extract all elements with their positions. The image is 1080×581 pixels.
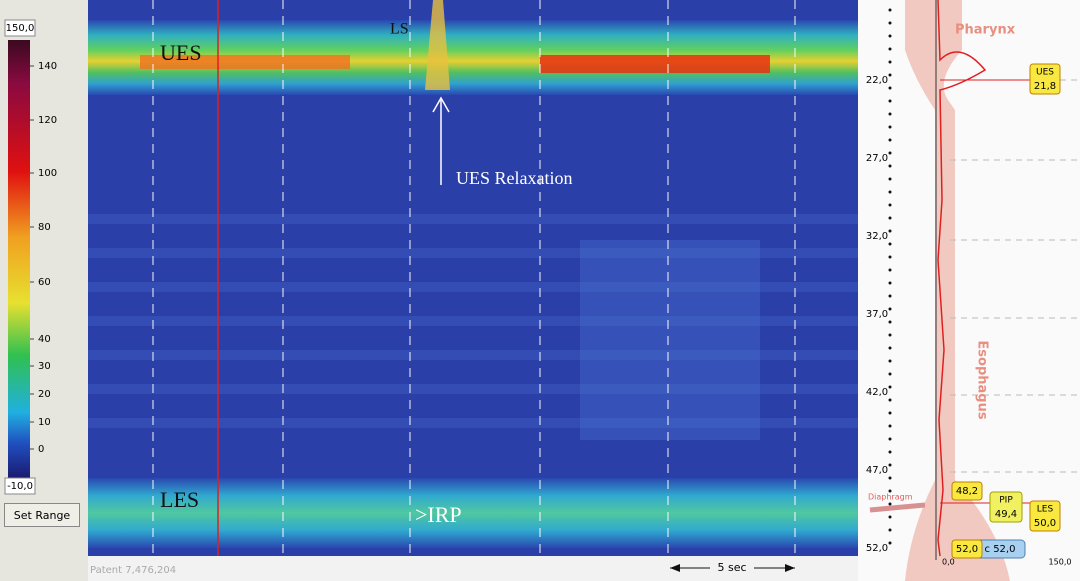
sensor-dot: [889, 217, 892, 220]
marker-name: UES: [1036, 68, 1054, 78]
sensor-dot: [889, 256, 892, 259]
sensor-dot: [889, 178, 892, 181]
x-axis-label: 0,0: [942, 558, 955, 567]
sensor-dot: [889, 464, 892, 467]
sensor-dot: [889, 373, 892, 376]
sensor-dot: [889, 334, 892, 337]
marker-value: 50,0: [1034, 518, 1056, 529]
scale-tick-label: 0: [38, 444, 44, 455]
sensor-dot: [889, 165, 892, 168]
sensor-dot: [889, 438, 892, 441]
sensor-dot: [889, 152, 892, 155]
depth-label: 47,0: [866, 465, 888, 476]
sensor-dot: [889, 22, 892, 25]
scale-tick-label: 140: [38, 61, 57, 72]
sensor-dot: [889, 100, 892, 103]
region-label: Pharynx: [955, 23, 1016, 38]
scale-max: 150,0: [6, 23, 35, 34]
sensor-dot: [889, 269, 892, 272]
scale-tick-label: 10: [38, 417, 51, 428]
sensor-dot: [889, 295, 892, 298]
sensor-dot: [889, 360, 892, 363]
scale-tick-label: 30: [38, 361, 51, 372]
sensor-dot: [889, 503, 892, 506]
sensor-dot: [889, 204, 892, 207]
marker-value: 52,0: [956, 544, 978, 555]
sensor-dot: [889, 425, 892, 428]
annotation: LES: [160, 487, 199, 512]
sensor-dot: [889, 347, 892, 350]
sensor-dot: [889, 74, 892, 77]
sensor-dot: [889, 451, 892, 454]
footer: Patent 7,476,204: [90, 565, 176, 576]
scale-tick-label: 100: [38, 168, 57, 179]
annotation: UES Relaxation: [456, 168, 572, 188]
x-axis-label: 150,0: [1049, 558, 1072, 567]
depth-label: 27,0: [866, 153, 888, 164]
sensor-dot: [889, 386, 892, 389]
sensor-dot: [889, 321, 892, 324]
sensor-dot: [889, 126, 892, 129]
depth-label: 52,0: [866, 543, 888, 554]
region-label: Diaphragm: [868, 493, 913, 502]
ues-peak: [540, 55, 770, 73]
scale-tick-label: 20: [38, 389, 51, 400]
region-label: Esophagus: [975, 340, 990, 419]
marker-value: 49,4: [995, 509, 1017, 520]
sensor-dot: [889, 542, 892, 545]
marker-name: PIP: [999, 496, 1013, 506]
heatmap-patch: [580, 240, 760, 440]
sensor-dot: [889, 87, 892, 90]
scale-tick-label: 120: [38, 115, 57, 126]
set-range-button[interactable]: Set Range: [4, 503, 80, 527]
display: 150,0 -10,0 UES LS UES Relaxation LES >I…: [0, 0, 1080, 581]
annotation: LS: [390, 21, 409, 38]
sensor-dot: [889, 35, 892, 38]
marker-name: LES: [1037, 505, 1054, 515]
sensor-dot: [889, 282, 892, 285]
sensor-dot: [889, 191, 892, 194]
color-bar: [8, 40, 30, 478]
marker-value: c 52,0: [985, 544, 1016, 555]
depth-label: 22,0: [866, 75, 888, 86]
depth-label: 32,0: [866, 231, 888, 242]
annotation: >IRP: [415, 502, 462, 527]
sensor-dot: [889, 477, 892, 480]
scale-tick-label: 60: [38, 277, 51, 288]
sensor-dot: [889, 113, 892, 116]
scale-tick-label: 40: [38, 334, 51, 345]
scale-min: -10,0: [7, 481, 33, 492]
sensor-dot: [889, 308, 892, 311]
sensor-dot: [889, 399, 892, 402]
scale-tick-label: 80: [38, 222, 51, 233]
depth-label: 37,0: [866, 309, 888, 320]
marker-value: 48,2: [956, 486, 978, 497]
sensor-dot: [889, 516, 892, 519]
sensor-dot: [889, 48, 892, 51]
sensor-dot: [889, 9, 892, 12]
scale-bar-label: 5 sec: [717, 561, 746, 574]
sensor-dot: [889, 412, 892, 415]
screen: 150,0 -10,0 UES LS UES Relaxation LES >I…: [0, 0, 1080, 581]
sensor-dot: [889, 139, 892, 142]
sensor-dot: [889, 61, 892, 64]
depth-label: 42,0: [866, 387, 888, 398]
annotation: UES: [160, 40, 202, 65]
sensor-dot: [889, 230, 892, 233]
sensor-dot: [889, 243, 892, 246]
marker-value: 21,8: [1034, 81, 1056, 92]
les-band: [88, 478, 858, 548]
sensor-dot: [889, 529, 892, 532]
